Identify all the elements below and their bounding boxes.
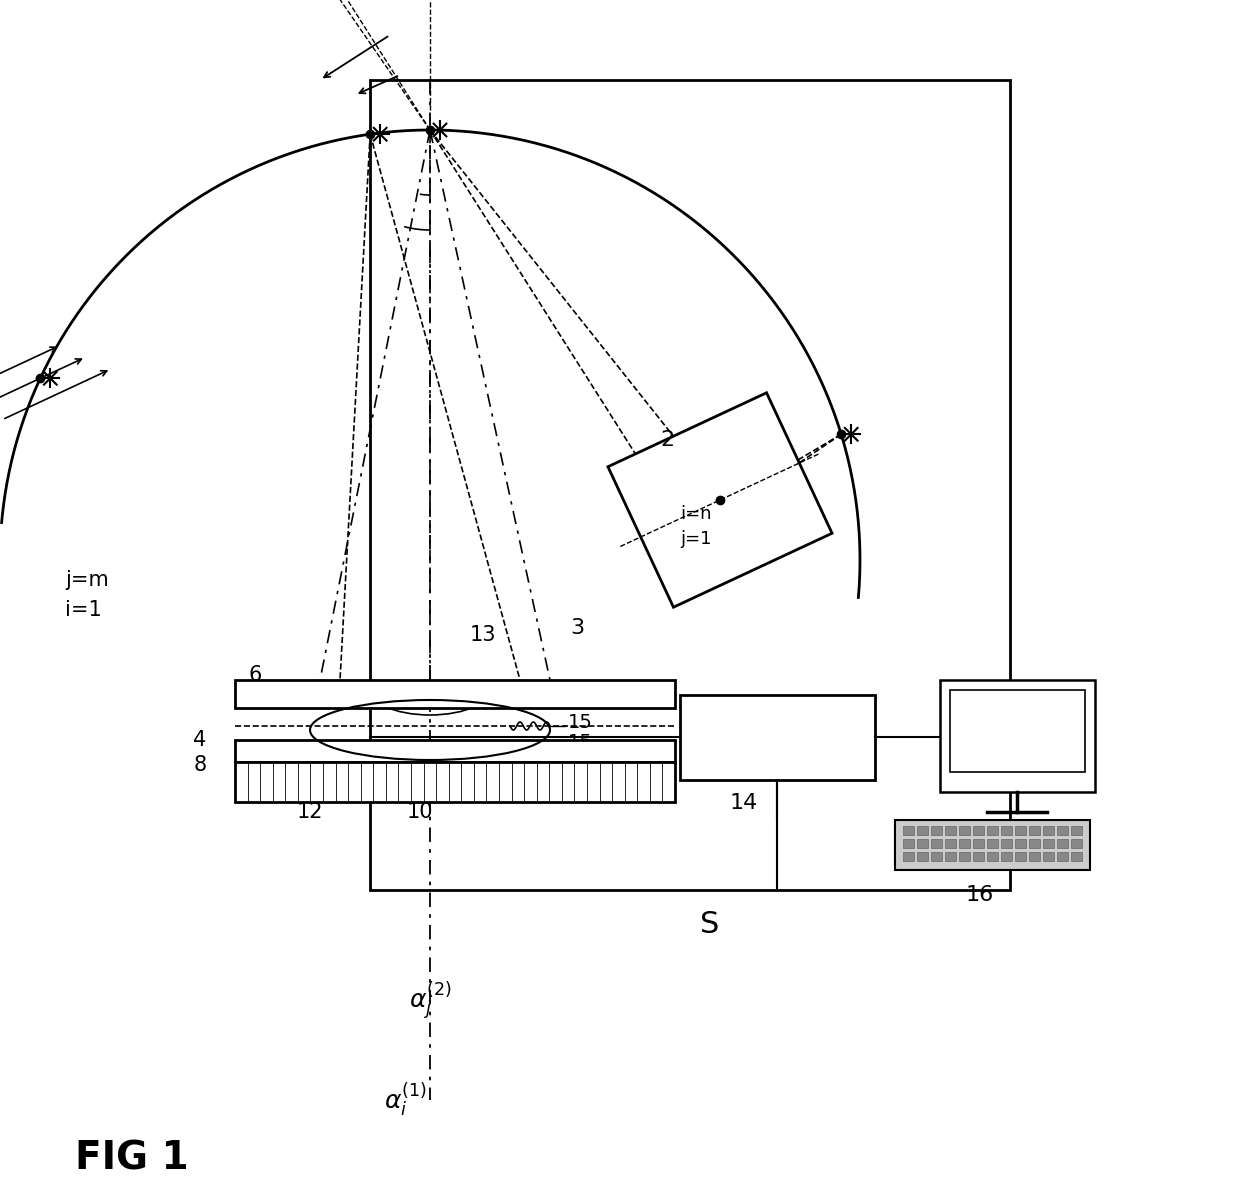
Bar: [1001, 826, 1012, 835]
Bar: [959, 826, 970, 835]
Text: 16: 16: [966, 885, 994, 905]
Bar: [945, 839, 956, 848]
Bar: [959, 839, 970, 848]
Bar: [918, 839, 928, 848]
Text: j=m: j=m: [64, 570, 109, 590]
Bar: [1001, 853, 1012, 861]
Bar: [1071, 853, 1083, 861]
Bar: [1001, 839, 1012, 848]
Polygon shape: [608, 393, 832, 608]
Bar: [1056, 826, 1068, 835]
Text: 13: 13: [470, 624, 496, 645]
Text: 12: 12: [296, 802, 324, 821]
Bar: [973, 853, 985, 861]
Bar: [918, 853, 928, 861]
Text: 6: 6: [248, 665, 262, 685]
Text: 3: 3: [570, 618, 584, 638]
Bar: [1043, 853, 1054, 861]
Text: $\alpha_i^{(1)}$: $\alpha_i^{(1)}$: [383, 1081, 427, 1118]
Bar: [1043, 839, 1054, 848]
Bar: [918, 826, 928, 835]
Text: 2: 2: [660, 430, 675, 450]
Bar: [1071, 826, 1083, 835]
Bar: [1016, 839, 1025, 848]
Text: 8: 8: [193, 755, 207, 775]
Bar: [1029, 826, 1040, 835]
Bar: [1056, 853, 1068, 861]
Bar: [1056, 839, 1068, 848]
Text: FIG 1: FIG 1: [74, 1140, 188, 1178]
Bar: [1016, 853, 1025, 861]
Bar: [987, 839, 998, 848]
Text: i=n: i=n: [680, 505, 712, 523]
Bar: [945, 853, 956, 861]
Text: 4: 4: [193, 730, 207, 750]
Bar: [931, 826, 942, 835]
Text: 10: 10: [407, 802, 433, 821]
Bar: [950, 690, 1085, 771]
Bar: [931, 853, 942, 861]
Text: 14: 14: [730, 793, 758, 813]
Bar: [903, 853, 914, 861]
Bar: [945, 826, 956, 835]
Bar: [236, 681, 675, 708]
Bar: [959, 853, 970, 861]
Bar: [1029, 839, 1040, 848]
Bar: [236, 740, 675, 762]
Bar: [940, 681, 1095, 792]
Bar: [370, 80, 1011, 890]
Text: i=1: i=1: [64, 601, 102, 620]
Bar: [680, 695, 875, 780]
Bar: [1029, 853, 1040, 861]
Bar: [973, 826, 985, 835]
Bar: [1016, 826, 1025, 835]
Text: 15: 15: [568, 733, 593, 752]
Bar: [903, 826, 914, 835]
Bar: [987, 826, 998, 835]
Text: $\alpha_j^{(2)}$: $\alpha_j^{(2)}$: [408, 980, 451, 1022]
Bar: [903, 839, 914, 848]
Text: 15: 15: [568, 714, 593, 732]
Text: S: S: [701, 910, 719, 938]
Text: 18: 18: [996, 850, 1024, 870]
Bar: [895, 820, 1090, 870]
Bar: [973, 839, 985, 848]
Text: j=1: j=1: [680, 530, 712, 548]
Bar: [236, 762, 675, 802]
Bar: [1071, 839, 1083, 848]
Bar: [987, 853, 998, 861]
Bar: [931, 839, 942, 848]
Bar: [1043, 826, 1054, 835]
